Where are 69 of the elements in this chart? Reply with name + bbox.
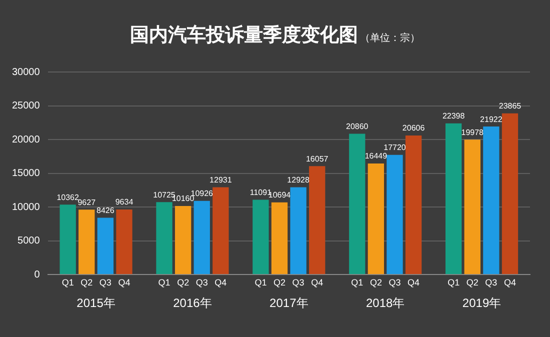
- data-label: 9634: [115, 198, 134, 207]
- text: Q3: [485, 278, 498, 288]
- x-tick-label: 2015年: [76, 296, 116, 310]
- x-tick-label: 2016年: [173, 296, 212, 310]
- text: Q2: [273, 278, 286, 288]
- data-label: 9627: [78, 198, 96, 207]
- data-label: 10362: [56, 192, 80, 202]
- bar: [194, 200, 210, 274]
- series-label: Q1: [62, 278, 74, 288]
- text: Q2: [466, 278, 478, 288]
- data-label: 23865: [498, 102, 522, 111]
- data-label: 21922: [480, 114, 503, 124]
- text: Q2: [177, 278, 190, 288]
- text: Q1: [351, 278, 364, 288]
- text: Q2: [370, 278, 382, 288]
- data-label: 12928: [287, 175, 310, 184]
- text: Q4: [408, 278, 420, 288]
- x-tick-label: 2017年: [270, 296, 308, 310]
- y-tick-label: 25000: [12, 100, 40, 112]
- data-label: 12931: [210, 175, 232, 184]
- bar: [483, 126, 500, 274]
- bar: [445, 123, 462, 274]
- text: Q4: [214, 278, 227, 288]
- data-label: 17720: [384, 143, 406, 152]
- x-tick-label: 2018年: [366, 296, 405, 310]
- bar: [116, 210, 132, 274]
- y-tick-label: 15000: [12, 168, 40, 180]
- text: Q3: [196, 278, 208, 288]
- x-tick-label: 2019年: [462, 296, 502, 310]
- data-label: 22398: [442, 112, 466, 121]
- y-tick-label: 5000: [18, 236, 40, 247]
- bar: [349, 134, 366, 274]
- y-tick-label: 0: [34, 269, 40, 280]
- data-label: 16057: [306, 154, 329, 164]
- y-tick-label: 10000: [12, 202, 40, 213]
- bar: [502, 113, 518, 274]
- bar: [290, 187, 306, 274]
- data-label: 20860: [346, 122, 369, 131]
- bar: [60, 204, 76, 274]
- bar: [309, 166, 326, 274]
- text: Q3: [388, 278, 401, 288]
- bar: [464, 140, 480, 274]
- bar: [97, 218, 114, 274]
- data-label: 8426: [96, 206, 115, 215]
- data-label: 19978: [461, 128, 484, 137]
- text: Q1: [254, 278, 267, 288]
- bar: [156, 202, 172, 274]
- bar: [368, 164, 384, 274]
- bar: [174, 206, 192, 274]
- data-label: 20606: [402, 124, 426, 133]
- text: Q1: [158, 278, 170, 288]
- bar: [386, 154, 403, 274]
- bar: [212, 187, 229, 274]
- text: Q4: [311, 278, 324, 288]
- bar: [405, 135, 422, 274]
- text: Q4: [504, 278, 516, 288]
- bar: [252, 200, 269, 274]
- bar: [78, 210, 95, 274]
- bar: [271, 202, 288, 274]
- chart-title: 国内汽车投诉量季度变化图: [130, 24, 358, 46]
- text: Q1: [448, 278, 460, 288]
- text: Q3: [292, 278, 304, 288]
- chart-subtitle: （单位：宗）: [360, 33, 420, 44]
- series-label: Q2: [80, 278, 93, 288]
- data-label: 16449: [364, 152, 388, 161]
- series-label: Q3: [99, 278, 112, 288]
- series-label: Q4: [118, 278, 130, 288]
- y-tick-label: 30000: [12, 66, 40, 78]
- y-tick-label: 20000: [12, 134, 40, 146]
